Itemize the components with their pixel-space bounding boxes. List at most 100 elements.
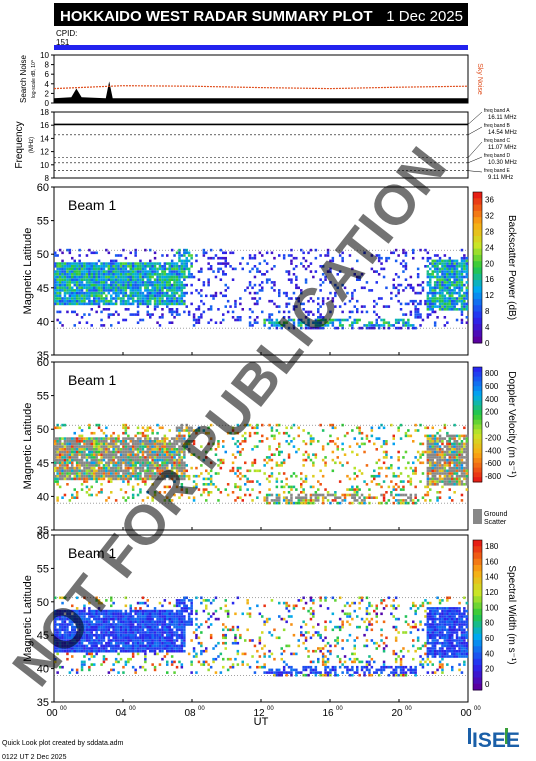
scatter-cell [175,461,179,465]
scatter-cell [217,270,220,273]
scatter-cell [168,620,171,624]
scatter-cell [58,286,62,290]
scatter-cell [139,488,142,491]
scatter-cell [102,273,106,276]
scatter-cell [151,636,154,640]
scatter-cell [358,501,361,505]
scatter-cell [397,429,400,432]
scatter-cell [161,633,164,637]
scatter-cell [300,501,303,505]
scatter-cell [131,289,135,292]
scatter-cell [253,302,257,306]
scatter-cell [443,294,447,298]
scatter-cell [158,464,162,467]
scatter-cell [73,649,76,653]
scatter-cell [114,474,118,478]
scatter-cell [319,318,322,322]
scatter-cell [119,628,123,632]
scatter-cell [68,647,72,650]
scatter-cell [275,499,279,502]
scatter-cell [73,310,76,314]
scatter-cell [122,299,125,303]
scatter-cell [409,434,413,438]
scatter-cell [175,464,179,467]
scatter-cell [426,472,430,475]
scatter-cell [256,469,259,473]
scatter-cell [324,324,327,327]
scatter-cell [100,310,103,314]
scatter-cell [433,305,437,308]
scatter-cell [161,302,164,306]
scatter-cell [231,469,235,473]
scatter-cell [183,437,186,440]
scatter-cell [336,448,339,451]
scatter-cell [317,316,320,319]
scatter-cell [102,291,106,295]
scatter-cell [263,496,266,499]
scatter-cell [224,259,227,263]
scatter-cell [66,445,69,448]
scatter-cell [382,318,386,322]
scatter-cell [100,623,103,626]
scatter-cell [336,445,339,448]
scatter-cell [241,267,244,271]
scatter-cell [331,499,335,502]
scatter-cell [390,493,393,497]
scatter-cell [97,265,101,268]
scatter-cell [129,472,132,475]
scatter-cell [433,474,437,478]
scatter-cell [153,477,157,481]
colorbar-segment [473,236,482,243]
scatter-cell [170,466,174,470]
colorbar-tick-label: 8 [485,307,490,316]
scatter-cell [141,426,145,430]
scatter-cell [373,442,376,446]
scatter-cell [414,310,417,314]
scatter-cell [175,429,179,432]
scatter-cell [66,283,69,287]
scatter-cell [114,440,118,443]
scatter-cell [382,450,386,454]
scatter-cell [236,445,240,448]
scatter-cell [431,483,434,486]
scatter-cell [58,450,62,454]
scatter-cell [436,270,439,273]
scatter-cell [83,472,86,475]
scatter-cell [229,251,232,255]
scatter-cell [382,499,386,502]
scatter-cell [88,493,91,497]
scatter-cell [112,273,115,276]
scatter-cell [192,474,196,478]
scatter-cell [455,442,459,446]
scatter-cell [353,488,356,491]
scatter-cell [83,437,86,440]
scatter-cell [231,316,235,319]
scatter-cell [141,262,145,265]
scatter-cell [399,499,403,502]
scatter-cell [134,647,137,650]
scatter-cell [433,299,437,303]
scatter-cell [341,259,344,263]
scatter-cell [363,305,366,308]
scatter-cell [270,251,274,255]
scatter-cell [290,262,293,265]
scatter-cell [102,442,106,446]
scatter-cell [83,313,86,316]
scatter-cell [212,270,215,273]
scatter-cell [54,440,57,443]
scatter-cell [448,445,451,448]
scatter-cell [163,458,167,462]
scatter-cell [90,472,93,475]
scatter-cell [460,499,464,502]
scatter-cell [56,472,59,475]
scatter-cell [156,321,159,324]
scatter-cell [156,273,159,276]
scatter-cell [290,488,293,491]
scatter-cell [217,472,220,475]
scatter-cell [278,291,281,295]
scatter-cell [268,321,271,324]
scatter-cell [144,464,147,467]
scatter-cell [131,286,135,290]
scatter-cell [351,485,354,489]
scatter-cell [317,321,320,324]
